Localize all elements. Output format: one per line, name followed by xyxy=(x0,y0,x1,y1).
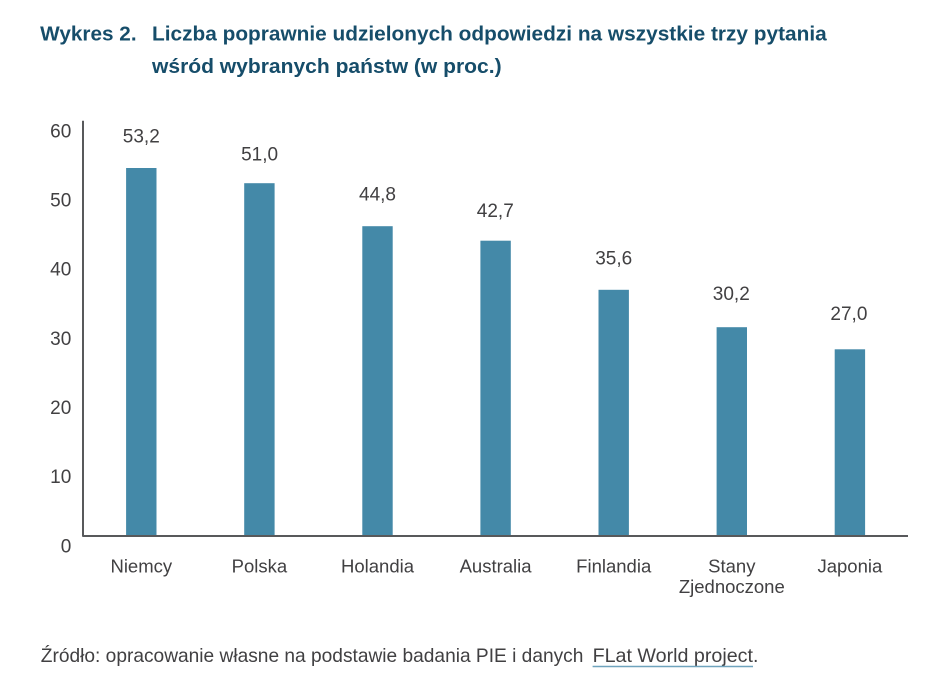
svg-text:Liczba poprawnie udzielonych o: Liczba poprawnie udzielonych odpowiedzi … xyxy=(152,23,827,46)
svg-text:.: . xyxy=(753,645,758,667)
svg-text:wśród wybranych państw (w proc: wśród wybranych państw (w proc.) xyxy=(151,55,502,78)
svg-text:Źródło: opracowanie własne na: Źródło: opracowanie własne na podstawie … xyxy=(41,644,584,667)
svg-text:27,0: 27,0 xyxy=(830,304,867,325)
svg-text:0: 0 xyxy=(61,536,72,557)
svg-text:Finlandia: Finlandia xyxy=(576,556,652,577)
svg-text:30,2: 30,2 xyxy=(713,284,750,305)
svg-text:35,6: 35,6 xyxy=(595,248,632,269)
svg-text:60: 60 xyxy=(50,121,71,142)
svg-text:50: 50 xyxy=(50,191,71,212)
svg-text:44,8: 44,8 xyxy=(359,185,396,206)
svg-text:Niemcy: Niemcy xyxy=(110,556,172,577)
svg-text:Australia: Australia xyxy=(460,556,533,577)
svg-text:Polska: Polska xyxy=(232,556,288,577)
svg-text:53,2: 53,2 xyxy=(123,127,160,148)
svg-text:30: 30 xyxy=(50,329,71,350)
svg-text:42,7: 42,7 xyxy=(477,201,514,222)
svg-text:Japonia: Japonia xyxy=(817,556,883,577)
svg-text:Holandia: Holandia xyxy=(341,556,415,577)
svg-text:FLat World project: FLat World project xyxy=(593,645,754,667)
svg-text:40: 40 xyxy=(50,260,71,281)
svg-text:Stany: Stany xyxy=(708,556,756,577)
svg-text:Zjednoczone: Zjednoczone xyxy=(679,576,785,597)
svg-text:Wykres 2.: Wykres 2. xyxy=(40,23,136,46)
svg-text:51,0: 51,0 xyxy=(241,145,278,166)
svg-text:20: 20 xyxy=(50,398,71,419)
svg-text:10: 10 xyxy=(50,467,71,488)
